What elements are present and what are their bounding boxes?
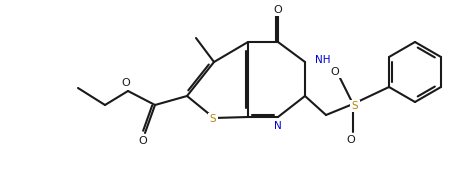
Text: O: O xyxy=(139,136,147,146)
Text: N: N xyxy=(274,121,282,131)
Text: O: O xyxy=(331,67,339,77)
Text: S: S xyxy=(352,101,359,111)
Text: NH: NH xyxy=(315,55,330,65)
Text: O: O xyxy=(273,5,283,15)
Text: O: O xyxy=(121,78,131,88)
Text: S: S xyxy=(210,114,216,124)
Text: O: O xyxy=(347,135,355,145)
